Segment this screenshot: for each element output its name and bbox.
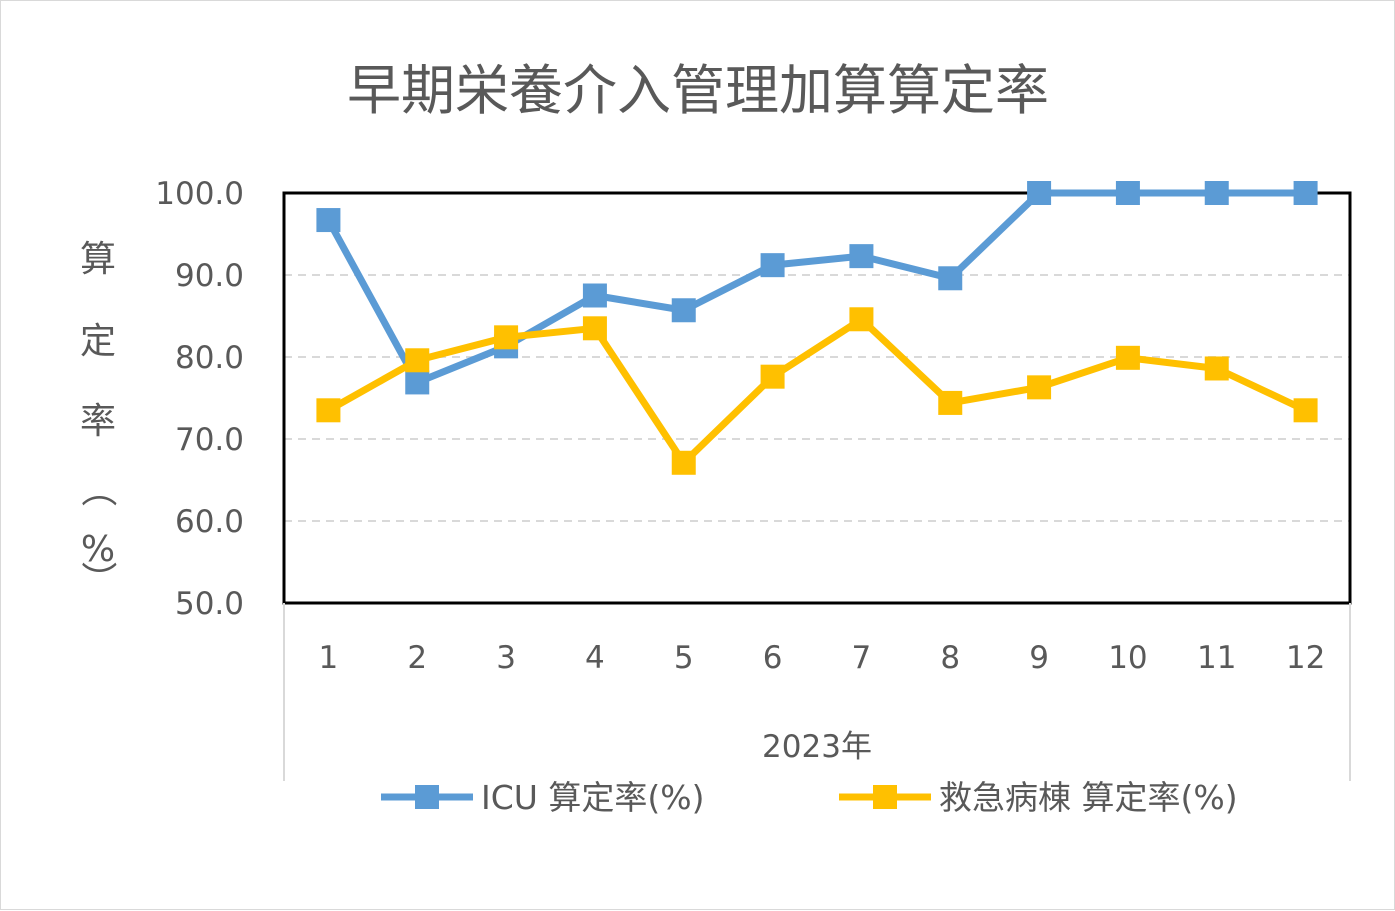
y-tick-label: 100.0 [155,176,244,212]
data-point-marker [671,450,696,475]
chart-title: 早期栄養介入管理加算算定率 [347,59,1049,122]
y-tick-label: 90.0 [175,258,244,294]
x-tick-label: 6 [763,640,783,676]
y-axis-label: 算定率 （%） [77,239,118,597]
data-point-marker [316,208,341,233]
series-layer [316,181,1318,475]
y-axis-label-char: 率 [80,401,116,442]
x-tick-label: 8 [940,640,960,676]
y-axis-label-char: % [81,529,115,570]
data-point-marker [405,348,430,373]
x-axis-ticks: 1 2 3 4 5 6 7 8 9 10 11 12 [319,640,1326,676]
data-point-marker [849,244,874,269]
series-2 [316,307,1318,475]
data-point-marker [671,298,696,323]
y-tick-label: 70.0 [175,422,244,458]
y-axis-label-char: 定 [80,321,116,362]
data-point-marker [1293,398,1318,423]
y-tick-label: 80.0 [175,340,244,376]
data-point-marker [1204,356,1229,381]
data-point-marker [938,266,963,291]
data-point-marker [1293,181,1318,205]
plot-area-border [282,191,1352,605]
y-tick-label: 60.0 [175,504,244,540]
data-point-marker [405,370,430,395]
x-tick-label: 11 [1197,640,1236,676]
data-point-marker [1027,181,1052,205]
y-axis-label-char: （ [77,471,118,507]
x-tick-label: 3 [496,640,516,676]
data-point-marker [1027,375,1052,400]
x-tick-label: 2 [407,640,427,676]
legend: ICU 算定率(%) 救急病棟 算定率(%) [381,778,1238,817]
data-point-marker [938,390,963,415]
x-tick-label: 1 [319,640,339,676]
y-tick-label: 50.0 [175,586,244,622]
legend-marker [415,785,439,809]
data-point-marker [582,316,607,341]
data-point-marker [316,398,341,423]
data-point-marker [582,283,607,308]
x-tick-label: 7 [852,640,872,676]
data-point-marker [849,307,874,332]
data-point-marker [494,325,519,350]
data-point-marker [1204,181,1229,205]
x-tick-label: 9 [1029,640,1049,676]
y-axis-ticks: 100.0 90.0 80.0 70.0 60.0 50.0 [155,176,244,622]
legend-label: ICU 算定率(%) [481,778,705,817]
x-tick-label: 5 [674,640,694,676]
x-tick-label: 10 [1108,640,1147,676]
gridlines [284,274,1350,522]
data-point-marker [1115,181,1140,205]
series-line [324,315,1310,467]
series-line [324,189,1310,386]
legend-marker [873,785,897,809]
y-axis-label-char: ） [77,561,118,597]
legend-label: 救急病棟 算定率(%) [939,778,1238,817]
x-axis-label: 2023年 [762,729,872,765]
data-point-marker [760,253,785,278]
x-tick-label: 4 [585,640,605,676]
data-point-marker [760,364,785,389]
series-1 [316,181,1318,395]
x-tick-label: 12 [1286,640,1325,676]
data-point-marker [1115,345,1140,370]
y-axis-label-char: 算 [80,239,116,280]
